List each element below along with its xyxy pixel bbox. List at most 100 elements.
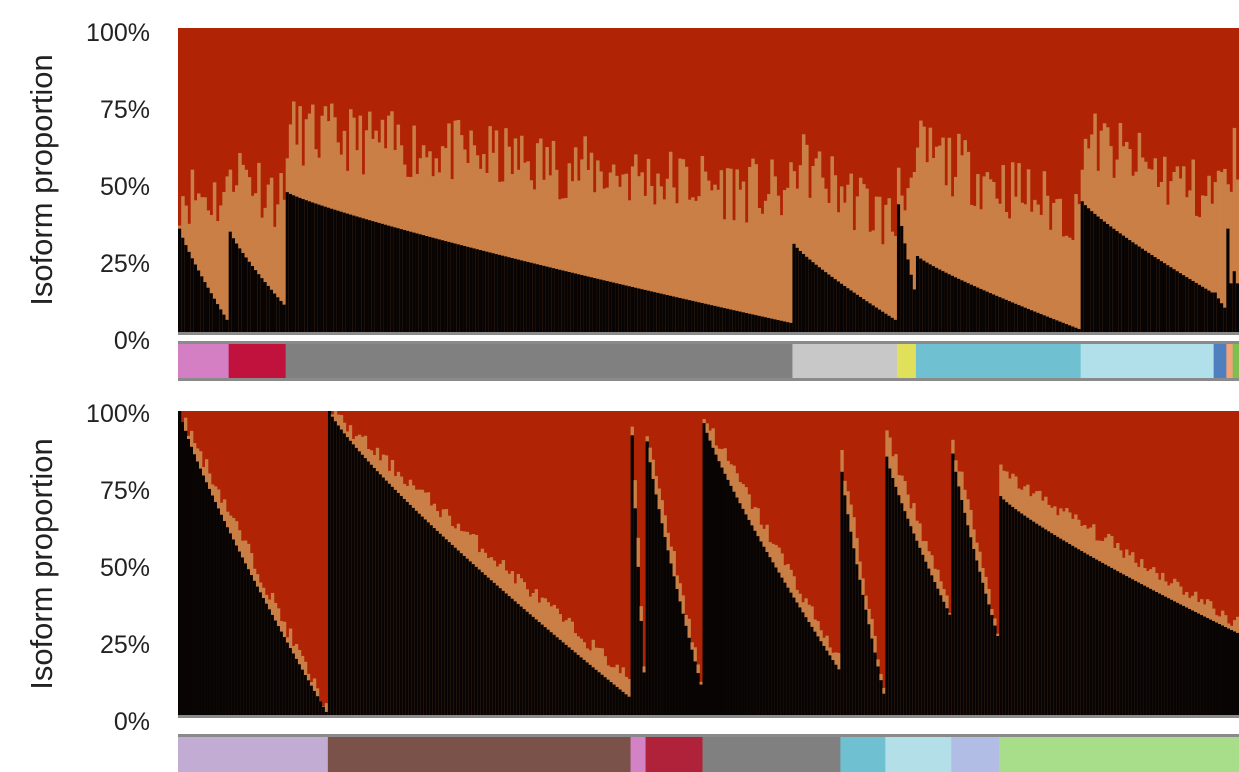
bar-isoform-1 [355,216,359,332]
bar-isoform-2 [960,155,964,332]
bar-isoform-1 [240,557,245,715]
bar-isoform-1 [1071,545,1075,715]
bar-isoform-2 [988,179,993,332]
bar-isoform-1 [501,255,505,332]
bar-isoform-2 [241,164,245,332]
bar-isoform-1 [435,530,440,715]
y-axis-title-top: Isoform proportion [24,54,59,306]
bar-isoform-1 [1104,564,1108,715]
bar-isoform-1 [437,239,442,332]
bar-isoform-1 [1023,307,1028,332]
bar-isoform-1 [181,422,185,715]
bar-isoform-1 [1089,556,1093,715]
bar-isoform-1 [390,486,395,715]
bar-isoform-2 [447,123,451,332]
panel-bottom: Isoform proportion 0% 25% 50% 75% 100% [24,400,1239,772]
bar-isoform-1 [1185,277,1189,332]
bar-isoform-1 [304,200,309,332]
bar-isoform-1 [1140,248,1145,332]
bar-isoform-1 [249,575,254,715]
bar-isoform-1 [450,242,454,332]
bar-isoform-1 [951,453,955,715]
bar-isoform-1 [321,706,326,715]
bar-isoform-1 [371,221,375,332]
bar-isoform-1 [1137,582,1141,715]
bar-isoform-1 [865,301,869,332]
bar-isoform-1 [519,606,524,715]
bar-isoform-1 [642,672,646,715]
bar-isoform-1 [831,660,835,715]
bar-isoform-1 [409,231,413,332]
bar-isoform-1 [927,568,931,715]
bar-isoform-1 [534,619,539,715]
bar-isoform-2 [225,176,230,332]
bar-isoform-1 [1221,625,1225,715]
bar-isoform-1 [485,251,489,332]
bar-isoform-1 [1175,271,1180,332]
bar-isoform-1 [288,648,293,715]
bar-isoform-1 [1042,315,1047,332]
bar-isoform-1 [1039,314,1043,332]
bar-isoform-1 [1134,244,1138,332]
bar-isoform-1 [795,247,800,332]
bar-isoform-2 [507,146,511,332]
bar-isoform-1 [816,636,820,715]
bar-isoform-1 [374,222,378,332]
bar-isoform-1 [1005,502,1009,715]
bar-isoform-1 [366,461,371,715]
bar-isoform-1 [773,319,777,332]
bar-isoform-1 [942,601,946,715]
bar-isoform-1 [900,503,904,715]
bar-isoform-1 [1194,612,1198,715]
bar-isoform-2 [580,159,584,332]
bar-isoform-1 [1181,275,1186,332]
bar-isoform-2 [773,176,777,332]
bar-isoform-1 [181,237,185,332]
bar-isoform-1 [858,579,862,715]
bar-isoform-2 [637,176,641,332]
bar-isoform-1 [351,444,356,715]
bar-isoform-2 [1023,204,1028,332]
bar-isoform-1 [456,550,461,715]
bar-isoform-1 [990,615,994,715]
bar-isoform-1 [618,689,622,715]
bar-isoform-2 [545,147,549,332]
bar-isoform-1 [1156,259,1161,332]
bar-isoform-1 [513,258,518,332]
bar-isoform-1 [1146,587,1150,715]
bar-isoform-1 [567,647,571,715]
bar-isoform-1 [750,525,754,715]
bar-isoform-1 [510,598,515,715]
bar-isoform-2 [1077,204,1081,332]
bar-isoform-1 [576,654,580,715]
bar-isoform-1 [609,682,613,715]
bar-isoform-1 [1143,250,1148,332]
bar-isoform-1 [447,241,451,332]
bar-isoform-1 [615,687,619,715]
bar-isoform-1 [828,655,832,715]
bar-isoform-1 [453,243,458,332]
bar-isoform-1 [585,662,589,715]
bar-isoform-1 [1002,499,1006,715]
bar-isoform-1 [231,238,236,332]
bar-isoform-1 [1071,326,1075,332]
bar-isoform-1 [535,264,540,332]
bar-isoform-1 [836,281,841,332]
bar-isoform-1 [606,679,610,715]
bar-isoform-1 [1147,252,1151,332]
bar-isoform-1 [822,645,826,715]
bar-isoform-1 [303,675,308,715]
bar-isoform-1 [702,423,706,715]
bar-isoform-1 [1140,584,1144,715]
bar-isoform-2 [551,140,556,332]
bar-isoform-1 [768,557,772,715]
bar-isoform-1 [807,622,811,715]
bar-isoform-1 [298,197,302,332]
bar-isoform-1 [216,304,220,332]
bar-isoform-1 [1131,579,1135,715]
bar-isoform-2 [871,230,876,332]
bar-isoform-2 [1232,127,1237,332]
bar-isoform-1 [190,258,195,332]
bar-isoform-1 [982,290,986,332]
y-axis-title-bottom: Isoform proportion [24,438,59,690]
